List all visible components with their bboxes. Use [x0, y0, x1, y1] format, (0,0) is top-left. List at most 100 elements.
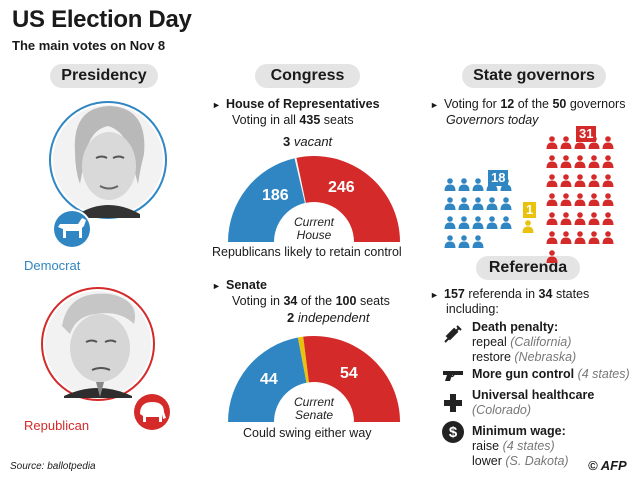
governor-figure — [560, 155, 572, 173]
senate-center-line1: Current — [294, 395, 335, 409]
governor-figure — [574, 174, 586, 192]
house-voting-text: Voting in all 435 seats — [232, 113, 354, 128]
minimum-wage-raise: raise — [472, 439, 500, 453]
governors-ind-group — [522, 220, 536, 238]
governor-figure — [560, 212, 572, 230]
senate-dem-arc — [228, 337, 307, 422]
referendum-minimum-wage: Minimum wage: raise (4 states) lower (S.… — [472, 424, 569, 469]
democrat-candidate-portrait — [49, 101, 167, 249]
governor-figure — [458, 216, 470, 234]
governor-figure — [560, 193, 572, 211]
governor-figure — [560, 174, 572, 192]
gun-control-title: More gun control — [472, 367, 575, 381]
governor-figure — [602, 174, 614, 192]
referenda-states-count: 34 — [538, 287, 553, 301]
senate-voting-prefix: Voting in — [232, 294, 280, 308]
referenda-states-label: states — [555, 287, 590, 301]
governor-figure — [574, 155, 586, 173]
governors-total: 50 — [552, 97, 567, 111]
governor-figure — [444, 197, 456, 215]
senate-voting-mid: of the — [300, 294, 333, 308]
death-penalty-restore: restore — [472, 350, 511, 364]
governors-dem-count: 18 — [488, 170, 509, 186]
governors-voting-text: ► Voting for 12 of the 50 governors — [430, 97, 625, 113]
senate-center-line2: Senate — [295, 408, 333, 422]
governor-figure — [574, 193, 586, 211]
governor-figure — [458, 197, 470, 215]
governor-figure — [546, 174, 558, 192]
referenda-count-label: referenda in — [468, 287, 536, 301]
death-penalty-restore-state: (Nebraska) — [514, 350, 577, 364]
house-seats-suffix: seats — [323, 113, 354, 127]
governor-figure — [546, 136, 558, 154]
bullet-arrow-icon: ► — [212, 100, 221, 110]
governor-figure — [588, 231, 600, 249]
governor-figure — [588, 155, 600, 173]
afp-logo-text: AFP — [600, 458, 627, 473]
senate-independent-arc — [297, 336, 309, 383]
house-center-line2: House — [297, 228, 332, 242]
governor-figure — [458, 235, 470, 253]
source-credit: Source: ballotpedia — [10, 461, 96, 472]
referenda-heading: Referenda — [476, 256, 580, 280]
senate-voting-count: 34 — [283, 294, 298, 308]
minimum-wage-lower-state: (S. Dakota) — [505, 454, 569, 468]
healthcare-state: (Colorado) — [472, 403, 532, 417]
governors-voting-suffix: governors — [569, 97, 626, 111]
governor-figure — [602, 155, 614, 173]
governor-figure — [444, 216, 456, 234]
house-vacant-text: vacant — [293, 134, 333, 149]
governors-dem-group — [444, 178, 520, 253]
referenda-including: including: — [446, 302, 499, 316]
governor-figure — [602, 136, 614, 154]
house-note: Republicans likely to retain control — [212, 245, 402, 259]
democrat-label: Democrat — [24, 258, 81, 273]
governor-figure — [472, 178, 484, 196]
medical-cross-icon — [444, 394, 462, 412]
healthcare-title: Universal healthcare — [472, 388, 595, 402]
senate-rep-arc — [303, 336, 400, 422]
minimum-wage-lower: lower — [472, 454, 502, 468]
governor-figure — [458, 178, 470, 196]
governor-figure — [486, 197, 498, 215]
governor-figure — [500, 197, 512, 215]
house-seat-chart: 186 246 Current House — [228, 156, 400, 242]
death-penalty-repeal: repeal — [472, 335, 507, 349]
senate-dem-count: 44 — [260, 371, 278, 388]
republican-label: Republican — [24, 418, 90, 433]
governor-figure — [522, 220, 534, 238]
death-penalty-repeal-state: (California) — [510, 335, 572, 349]
minimum-wage-raise-states: (4 states) — [502, 439, 555, 453]
governors-heading: State governors — [462, 64, 606, 88]
dollar-icon: $ — [442, 421, 464, 443]
referenda-count: 157 — [444, 287, 465, 301]
governors-voting-prefix: Voting for — [444, 97, 497, 111]
governor-figure — [444, 178, 456, 196]
house-title-row: ► House of Representatives — [212, 97, 380, 113]
syringe-icon — [444, 325, 462, 343]
house-vacant-arc — [294, 157, 306, 204]
house-center-line1: Current — [294, 215, 335, 229]
senate-independent-count: 2 — [287, 310, 295, 325]
governor-figure — [602, 212, 614, 230]
governor-figure — [444, 235, 456, 253]
death-penalty-title: Death penalty: — [472, 320, 559, 334]
governor-figure — [560, 136, 572, 154]
presidency-heading: Presidency — [50, 64, 158, 88]
governor-figure — [588, 193, 600, 211]
house-rep-arc — [296, 156, 400, 242]
bullet-arrow-icon: ► — [430, 100, 439, 110]
referendum-death-penalty: Death penalty: repeal (California) resto… — [472, 320, 576, 365]
bullet-arrow-icon: ► — [212, 281, 221, 291]
governors-voting-count: 12 — [500, 97, 515, 111]
house-rep-count: 246 — [328, 179, 355, 196]
governor-figure — [560, 231, 572, 249]
house-seat-count: 435 — [299, 113, 321, 127]
governor-figure — [500, 216, 512, 234]
governor-figure — [486, 216, 498, 234]
governors-ind-count: 1 — [523, 202, 537, 218]
governors-rep-count: 31 — [576, 126, 597, 142]
governor-figure — [546, 212, 558, 230]
governor-figure — [546, 155, 558, 173]
gun-control-states: (4 states) — [577, 367, 630, 381]
